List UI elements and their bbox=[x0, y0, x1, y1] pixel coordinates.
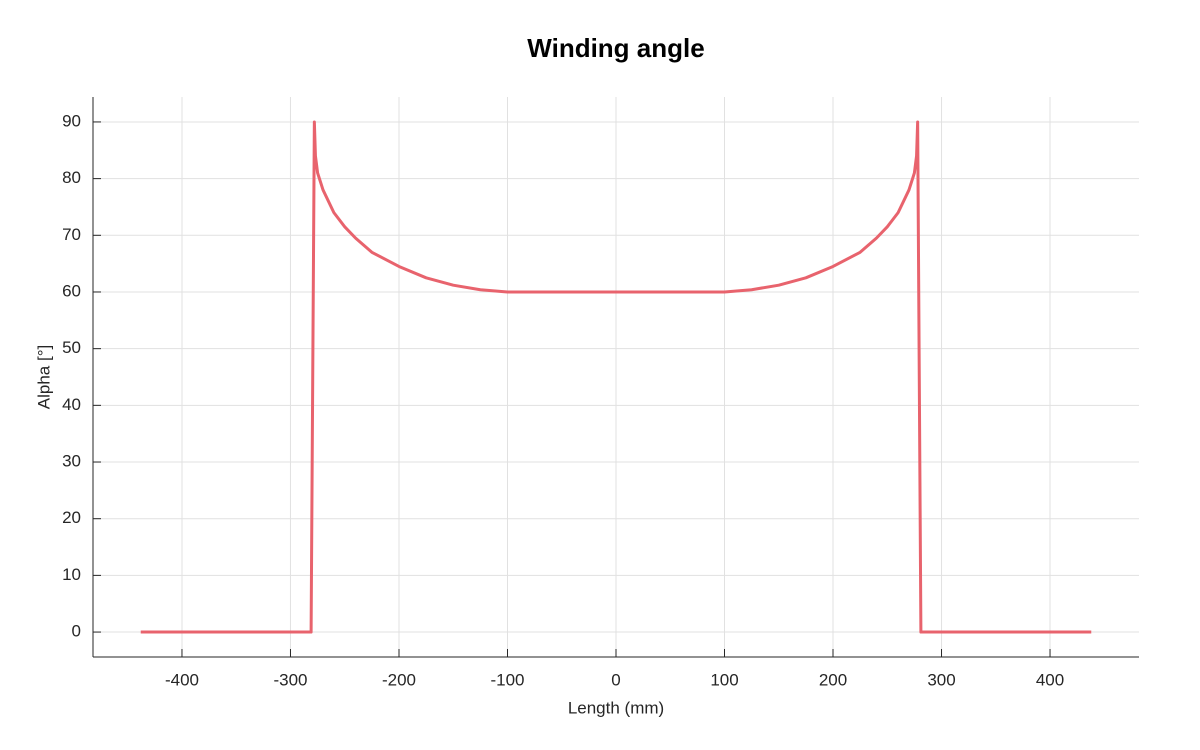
y-tick-label: 80 bbox=[62, 168, 81, 187]
y-tick-label: 90 bbox=[62, 111, 81, 130]
x-tick-label: -100 bbox=[490, 670, 524, 689]
x-tick-label: -200 bbox=[382, 670, 416, 689]
y-tick-label: 50 bbox=[62, 338, 81, 357]
y-tick-label: 40 bbox=[62, 395, 81, 414]
x-tick-label: -400 bbox=[165, 670, 199, 689]
y-axis-label: Alpha [°] bbox=[34, 345, 53, 409]
y-tick-label: 30 bbox=[62, 452, 81, 471]
y-tick-label: 10 bbox=[62, 565, 81, 584]
x-tick-label: 0 bbox=[611, 670, 620, 689]
x-tick-label: 300 bbox=[927, 670, 955, 689]
y-tick-label: 20 bbox=[62, 508, 81, 527]
x-tick-label: -300 bbox=[273, 670, 307, 689]
data-line bbox=[140, 120, 1092, 634]
x-tick-label: 100 bbox=[710, 670, 738, 689]
x-tick-label: 400 bbox=[1036, 670, 1064, 689]
y-tick-label: 60 bbox=[62, 281, 81, 300]
y-tick-label: 70 bbox=[62, 225, 81, 244]
x-tick-label: 200 bbox=[819, 670, 847, 689]
y-tick-label: 0 bbox=[72, 622, 81, 641]
chart-title: Winding angle bbox=[527, 33, 704, 63]
x-axis-label: Length (mm) bbox=[568, 698, 664, 717]
